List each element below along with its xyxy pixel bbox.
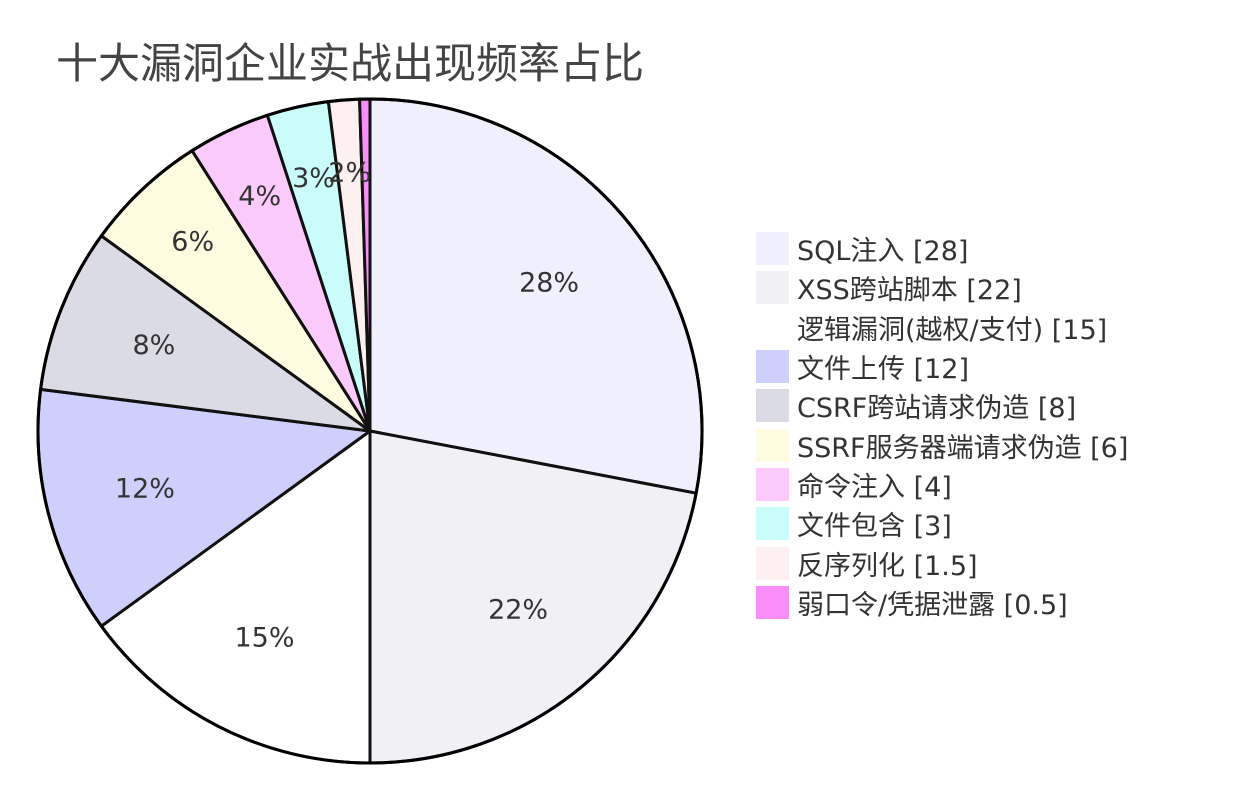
legend-label-6: 命令注入 [4]	[797, 471, 952, 503]
legend-label-1: XSS跨站脚本 [22]	[797, 275, 1022, 307]
legend-item-7[interactable]: 文件包含 [3]	[756, 504, 1128, 543]
pie-labels: 28% 22% 15% 12% 8% 6% 4% 3%2%	[115, 157, 579, 653]
pie-label-2: 15%	[234, 623, 294, 654]
legend-item-6[interactable]: 命令注入 [4]	[756, 465, 1128, 504]
legend-label-5: SSRF服务器端请求伪造 [6]	[797, 432, 1129, 464]
legend-swatch-3	[756, 350, 789, 384]
legend-item-5[interactable]: SSRF服务器端请求伪造 [6]	[756, 425, 1128, 464]
legend-label-4: CSRF跨站请求伪造 [8]	[797, 393, 1077, 425]
legend-swatch-5	[756, 428, 789, 462]
legend-item-9[interactable]: 弱口令/凭据泄露 [0.5]	[756, 583, 1128, 622]
legend-item-8[interactable]: 反序列化 [1.5]	[756, 543, 1128, 582]
legend-swatch-2	[756, 310, 789, 344]
pie-label-6: 4%	[238, 181, 281, 212]
legend-label-9: 弱口令/凭据泄露 [0.5]	[797, 589, 1068, 621]
pie-label-7: 3%	[292, 163, 335, 194]
pie-slices	[36, 97, 704, 765]
pie-label-0: 28%	[519, 267, 579, 298]
legend-label-0: SQL注入 [28]	[797, 236, 969, 268]
legend-label-2: 逻辑漏洞(越权/支付) [15]	[797, 314, 1108, 346]
legend-swatch-8	[756, 546, 789, 580]
legend-item-2[interactable]: 逻辑漏洞(越权/支付) [15]	[756, 308, 1128, 347]
pie-label-3: 12%	[115, 473, 175, 504]
pie-label-1: 22%	[488, 595, 548, 626]
legend-label-7: 文件包含 [3]	[797, 511, 952, 543]
legend-swatch-4	[756, 389, 789, 423]
legend-item-4[interactable]: CSRF跨站请求伪造 [8]	[756, 386, 1128, 425]
legend-label-3: 文件上传 [12]	[797, 354, 970, 386]
pie-label-4: 8%	[132, 330, 175, 361]
legend-swatch-9	[756, 585, 789, 619]
legend-item-3[interactable]: 文件上传 [12]	[756, 347, 1128, 386]
legend-swatch-1	[756, 271, 789, 305]
legend-label-8: 反序列化 [1.5]	[797, 550, 978, 582]
legend-item-0[interactable]: SQL注入 [28]	[756, 229, 1128, 268]
legend-swatch-0	[756, 232, 789, 266]
pie-label-8: 2%	[328, 157, 371, 188]
legend: SQL注入 [28] XSS跨站脚本 [22] 逻辑漏洞(越权/支付) [15] 文件…	[756, 229, 1128, 622]
legend-swatch-7	[756, 507, 789, 541]
legend-item-1[interactable]: XSS跨站脚本 [22]	[756, 268, 1128, 307]
pie-label-5: 6%	[171, 227, 214, 258]
chart-title: 十大漏洞企业实战出现频率占比	[56, 39, 645, 88]
pie-outline	[36, 97, 704, 765]
legend-swatch-6	[756, 467, 789, 501]
